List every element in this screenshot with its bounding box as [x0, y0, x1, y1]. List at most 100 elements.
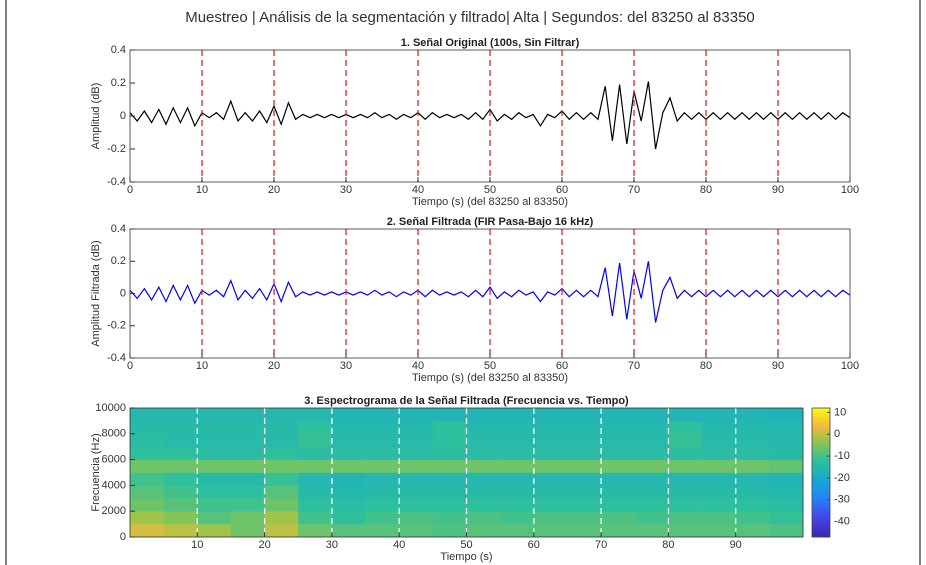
x-tick-label: 80: [662, 539, 674, 551]
heatmap-cell: [163, 420, 198, 435]
heatmap-cell: [264, 498, 299, 512]
heatmap-cell: [163, 498, 198, 512]
x-tick-label: 50: [484, 184, 496, 196]
heatmap-cell: [264, 511, 299, 525]
heatmap-cell: [769, 498, 804, 512]
colorbar-tick-label: 0: [834, 428, 840, 440]
heatmap-cell: [668, 459, 703, 473]
heatmap-cell: [769, 472, 804, 486]
heatmap-cell: [399, 472, 434, 486]
heatmap-cell: [264, 459, 299, 473]
colorbar-segment: [812, 472, 830, 476]
heatmap-cell: [399, 408, 434, 422]
heatmap-cell: [331, 485, 366, 499]
colorbar-segment: [812, 470, 830, 473]
colorbar-segment: [812, 506, 830, 510]
heatmap-cell: [432, 408, 467, 422]
x-tick-label: 70: [595, 539, 607, 551]
heatmap-cell: [130, 446, 164, 460]
signal-line: [129, 81, 851, 150]
colorbar-segment: [812, 423, 830, 426]
heatmap-cell: [735, 446, 770, 460]
heatmap-cell: [533, 433, 568, 447]
heatmap-cell: [298, 485, 333, 499]
heatmap-cell: [163, 524, 198, 538]
heatmap-cell: [735, 459, 770, 473]
x-tick-label: 90: [772, 184, 784, 196]
colorbar-segment: [812, 420, 830, 424]
x-tick-label: 10: [196, 184, 208, 196]
heatmap-cell: [230, 459, 265, 473]
heatmap-cell: [331, 433, 366, 447]
heatmap-cell: [130, 485, 164, 499]
x-tick-label: 10: [191, 539, 203, 551]
colorbar-segment: [812, 442, 830, 445]
heatmap-cell: [130, 420, 164, 435]
heatmap-cell: [264, 446, 299, 460]
heatmap-cell: [331, 511, 366, 525]
heatmap-cell: [500, 485, 535, 499]
heatmap-cell: [500, 472, 535, 486]
colorbar-segment: [812, 481, 830, 484]
colorbar-segment: [812, 457, 830, 460]
heatmap-cell: [365, 485, 400, 499]
heatmap-cell: [163, 485, 198, 499]
heatmap-cell: [130, 511, 164, 525]
y-tick-label: 0.2: [111, 255, 126, 267]
heatmap-cell: [668, 420, 703, 435]
heatmap-cell: [735, 498, 770, 512]
colorbar-segment: [812, 530, 830, 534]
heatmap-cell: [331, 446, 366, 460]
heatmap-cell: [567, 472, 602, 486]
heatmap-cell: [130, 433, 164, 447]
heatmap-cell: [130, 459, 164, 473]
heatmap-cell: [432, 420, 467, 435]
heatmap-cell: [197, 420, 232, 435]
heatmap-cell: [432, 485, 467, 499]
heatmap-cell: [163, 446, 198, 460]
x-tick-label: 90: [730, 539, 742, 551]
heatmap-cell: [601, 472, 636, 486]
heatmap-cell: [163, 511, 198, 525]
heatmap-cell: [466, 511, 501, 525]
colorbar-tick-label: -30: [834, 494, 850, 506]
colorbar-segment: [812, 496, 830, 499]
heatmap-cell: [702, 446, 736, 460]
y-tick-label: -0.4: [107, 352, 126, 364]
heatmap-cell: [567, 420, 602, 435]
heatmap-cell: [130, 408, 164, 422]
colorbar-segment: [812, 444, 830, 448]
heatmap-cell: [365, 446, 400, 460]
heatmap-cell: [466, 408, 501, 422]
heatmap-cell: [298, 524, 333, 538]
colorbar-segment: [812, 532, 830, 536]
heatmap-cell: [601, 498, 636, 512]
colorbar-segment: [812, 511, 830, 514]
y-tick-label: -0.2: [107, 320, 126, 332]
heatmap-cell: [668, 511, 703, 525]
heatmap-cell: [230, 420, 265, 435]
axes-title: 1. Señal Original (100s, Sin Filtrar): [401, 37, 580, 49]
heatmap-cell: [432, 524, 467, 538]
heatmap-cell: [533, 446, 568, 460]
colorbar-segment: [812, 500, 830, 503]
heatmap-cell: [634, 485, 669, 499]
heatmap-cell: [702, 472, 736, 486]
heatmap-cell: [130, 498, 164, 512]
heatmap-cell: [466, 459, 501, 473]
colorbar-frame: [811, 407, 831, 538]
heatmap-cell: [298, 420, 333, 435]
heatmap-cell: [365, 498, 400, 512]
x-tick-label: 30: [326, 539, 338, 551]
heatmap-cell: [500, 459, 535, 473]
heatmap-cell: [264, 485, 299, 499]
colorbar-segment: [812, 448, 830, 452]
colorbar-segment: [812, 528, 830, 531]
heatmap-cell: [264, 408, 299, 422]
heatmap-cell: [466, 446, 501, 460]
heatmap-cell: [735, 511, 770, 525]
x-tick-label: 50: [460, 539, 472, 551]
heatmap-cell: [500, 408, 535, 422]
colorbar-segment: [812, 410, 830, 413]
